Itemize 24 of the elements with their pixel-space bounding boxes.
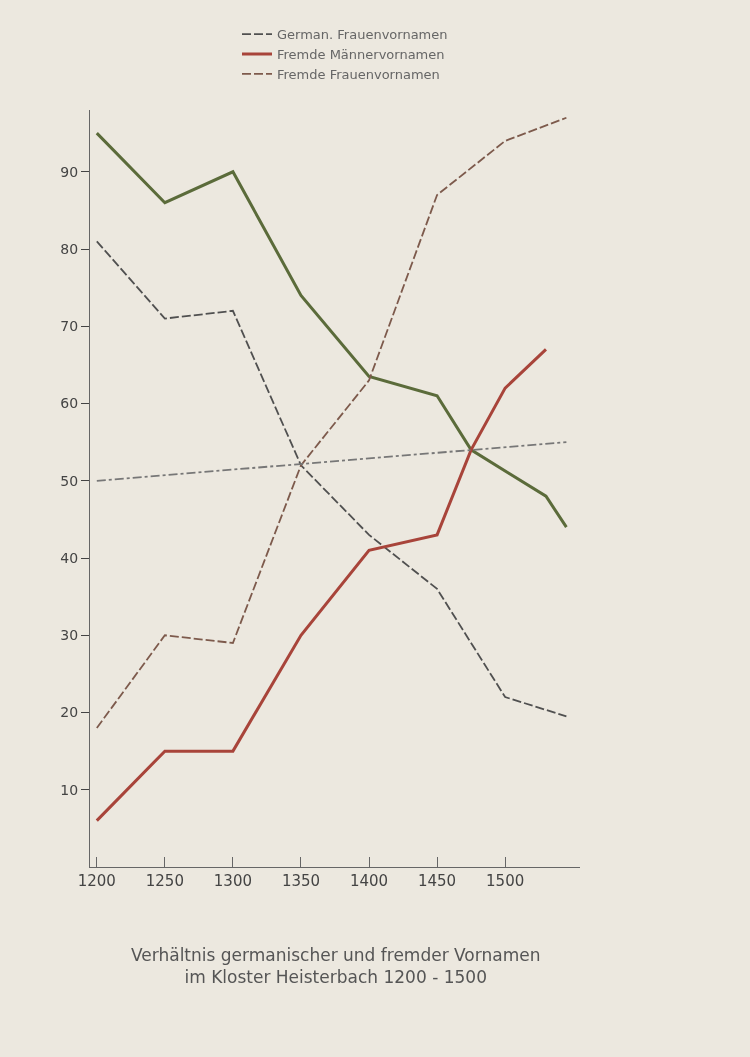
line-series [95, 116, 568, 729]
line-series [95, 131, 568, 529]
y-tick-label: 10 [60, 781, 79, 798]
x-tick-label: 1250 [145, 872, 184, 890]
x-tick-label: 1200 [77, 872, 116, 890]
y-tick-label: 80 [60, 240, 79, 257]
y-tick-label: 20 [60, 704, 79, 721]
y-tick-label: 90 [60, 163, 79, 180]
x-tick-label: 1400 [349, 872, 389, 890]
legend-label: German. Frauenvornamen [277, 27, 448, 43]
line-series [95, 240, 568, 718]
legend-label: Fremde Männervornamen [277, 47, 445, 63]
y-tick-label: 30 [60, 627, 79, 644]
x-tick-label: 1300 [213, 872, 253, 890]
y-tick-label: 70 [60, 318, 79, 335]
x-tick-label: 1450 [417, 872, 457, 890]
y-tick-label: 60 [60, 395, 79, 412]
x-tick-label: 1350 [281, 872, 321, 890]
x-tick-label: 1500 [486, 872, 525, 890]
y-tick-label: 50 [60, 472, 79, 489]
legend-label: Fremde Frauenvornamen [277, 66, 440, 82]
line-series [95, 347, 548, 823]
text: Verhältnis germanischer und fremder Vornamen im Kloster Heisterbach 1200 - 1500 [131, 945, 541, 988]
y-tick-label: 40 [60, 549, 79, 566]
